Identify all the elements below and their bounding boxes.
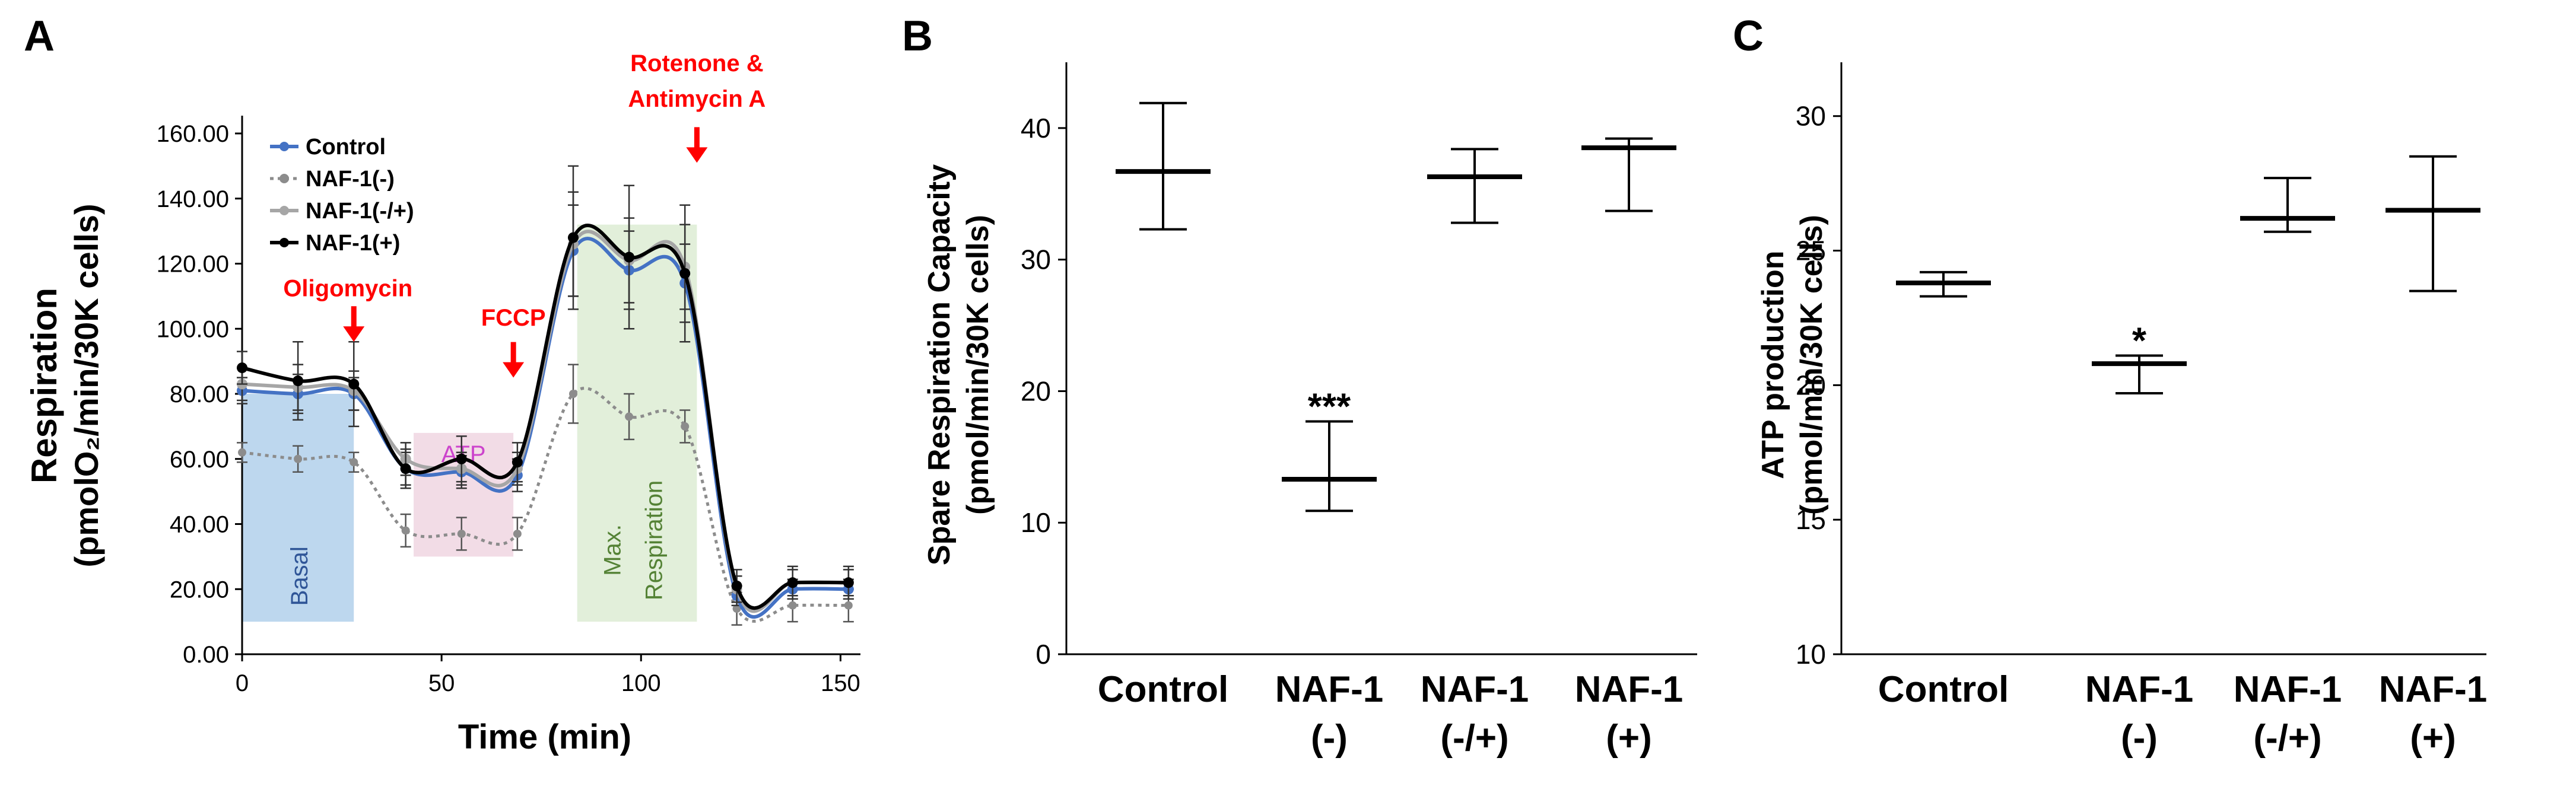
panel-a-ytick-label: 60.00 bbox=[170, 447, 229, 473]
series-4-point bbox=[237, 362, 247, 374]
panel-b-ytick-label: 40 bbox=[1021, 113, 1051, 144]
region-label-max-line1: Max. bbox=[600, 524, 626, 576]
panel-a-ytick-label: 80.00 bbox=[170, 381, 229, 407]
panel-c-significance: * bbox=[2132, 320, 2147, 361]
series-2-point bbox=[350, 458, 358, 467]
legend-swatch-marker-4 bbox=[279, 238, 289, 247]
annotation-fccp: FCCP bbox=[481, 305, 546, 331]
shaded-region-3 bbox=[577, 224, 697, 622]
series-2-point bbox=[238, 448, 246, 457]
annotation-oligomycin: Oligomycin bbox=[283, 275, 412, 301]
panel-a-ytick-label: 140.00 bbox=[157, 186, 229, 212]
panel-c-category-label-line2: (+) bbox=[2410, 718, 2456, 759]
panel-a-ytick-label: 100.00 bbox=[157, 316, 229, 342]
series-4-point bbox=[787, 577, 798, 588]
panel-c-category-label-line2: (-/+) bbox=[2253, 718, 2321, 759]
series-2-point bbox=[625, 412, 634, 421]
series-4-point bbox=[567, 232, 579, 243]
panel-b-category-label: Control bbox=[1098, 669, 1228, 710]
panel-a-ytick-label: 120.00 bbox=[157, 251, 229, 278]
panel-a-xtick-label: 100 bbox=[621, 670, 661, 696]
series-4-point bbox=[624, 251, 635, 263]
series-2-point bbox=[681, 422, 690, 431]
series-2-point bbox=[568, 390, 577, 398]
panel-c-ytick-label: 20 bbox=[1796, 370, 1826, 400]
panel-a-ytick-label: 160.00 bbox=[157, 121, 229, 147]
annotation-rotenone-arrow-head bbox=[686, 147, 708, 163]
panel-c-ylabel-line1: ATP production bbox=[1756, 250, 1790, 479]
series-2-point bbox=[513, 529, 522, 538]
series-4-point bbox=[348, 378, 360, 390]
panel-c-category-label: NAF-1 bbox=[2085, 669, 2194, 710]
legend-entry-naf1-plus: NAF-1(+) bbox=[306, 231, 400, 256]
annotation-oligomycin-arrow-head bbox=[343, 326, 365, 342]
series-2-point bbox=[401, 526, 410, 535]
panel-a-xtick-label: 50 bbox=[428, 670, 455, 696]
series-4-point bbox=[293, 375, 304, 387]
panel-b-category-label-line2: (+) bbox=[1606, 718, 1652, 759]
series-2-point bbox=[457, 529, 466, 538]
panel-b-category-label: NAF-1 bbox=[1421, 669, 1529, 710]
panel-a-xtick-label: 0 bbox=[236, 670, 249, 696]
legend-swatch-marker-1 bbox=[279, 142, 289, 151]
legend-entry-control: Control bbox=[306, 135, 386, 160]
panel-b-category-label: NAF-1 bbox=[1575, 669, 1684, 710]
panel-b-ytick-label: 0 bbox=[1036, 639, 1051, 670]
series-2-point bbox=[294, 454, 303, 463]
panel-b-category-label-line2: (-/+) bbox=[1440, 718, 1508, 759]
shaded-region-1 bbox=[242, 394, 354, 622]
series-4-point bbox=[843, 577, 854, 588]
panel-c-category-label: NAF-1 bbox=[2379, 669, 2488, 710]
panel-a-ylabel-line2: (pmolO₂/min/30K cells) bbox=[68, 203, 105, 567]
annotation-rotenone-line1: Rotenone & bbox=[630, 50, 763, 77]
panel-b-category-label-line2: (-) bbox=[1311, 718, 1348, 759]
panel-c-letter: C bbox=[1733, 12, 1764, 60]
series-4-point bbox=[731, 580, 742, 591]
panel-a-ylabel-line1: Respiration bbox=[24, 288, 64, 483]
legend-swatch-marker-2 bbox=[279, 174, 289, 183]
region-label-basal: Basal bbox=[287, 546, 313, 606]
panel-a-letter: A bbox=[24, 12, 55, 60]
panel-b-category-label: NAF-1 bbox=[1275, 669, 1384, 710]
panel-c-category-label: Control bbox=[1878, 669, 2009, 710]
series-4-point bbox=[512, 457, 523, 468]
series-4-point bbox=[679, 268, 691, 279]
legend-entry-naf1-minus-plus: NAF-1(-/+) bbox=[306, 199, 414, 224]
panel-b-significance: *** bbox=[1308, 386, 1351, 427]
panel-b-ytick-label: 20 bbox=[1021, 375, 1051, 406]
panel-c-ylabel-line2: (pmol/min/30K cells) bbox=[1794, 215, 1829, 515]
panel-c-ytick-label: 25 bbox=[1796, 235, 1826, 266]
panel-c-ytick-label: 10 bbox=[1796, 639, 1826, 670]
panel-a-ytick-label: 40.00 bbox=[170, 512, 229, 538]
legend-entry-naf1-minus: NAF-1(-) bbox=[306, 167, 395, 192]
legend-swatch-marker-3 bbox=[279, 206, 289, 215]
panel-c-ytick-label: 15 bbox=[1796, 504, 1826, 535]
series-2-point bbox=[844, 601, 853, 610]
annotation-rotenone-line2: Antimycin A bbox=[628, 86, 766, 112]
annotation-fccp-arrow-head bbox=[503, 362, 525, 378]
panel-c-category-label-line2: (-) bbox=[2121, 718, 2158, 759]
series-2-point bbox=[732, 604, 741, 613]
panel-b-letter: B bbox=[902, 12, 933, 60]
panel-a-xlabel: Time (min) bbox=[458, 718, 631, 756]
panel-a-xtick-label: 150 bbox=[821, 670, 860, 696]
series-2-point bbox=[788, 601, 797, 610]
series-4-point bbox=[456, 453, 467, 464]
panel-c-ytick-label: 30 bbox=[1796, 101, 1826, 132]
panel-a-ytick-label: 0.00 bbox=[183, 642, 229, 668]
panel-a-ytick-label: 20.00 bbox=[170, 577, 229, 603]
panel-a-legend: Control NAF-1(-) NAF-1(-/+) NAF-1(+) bbox=[270, 135, 414, 256]
region-label-max-line2: Respiration bbox=[641, 480, 668, 600]
panel-b-ylabel-line2: (pmol/min/30K cells) bbox=[961, 215, 995, 515]
panel-b-ylabel-line1: Spare Respiration Capacity bbox=[922, 164, 957, 565]
series-4-point bbox=[400, 463, 411, 475]
panel-b-ytick-label: 10 bbox=[1021, 507, 1051, 538]
panel-c-category-label: NAF-1 bbox=[2234, 669, 2342, 710]
panel-b-ytick-label: 30 bbox=[1021, 244, 1051, 275]
